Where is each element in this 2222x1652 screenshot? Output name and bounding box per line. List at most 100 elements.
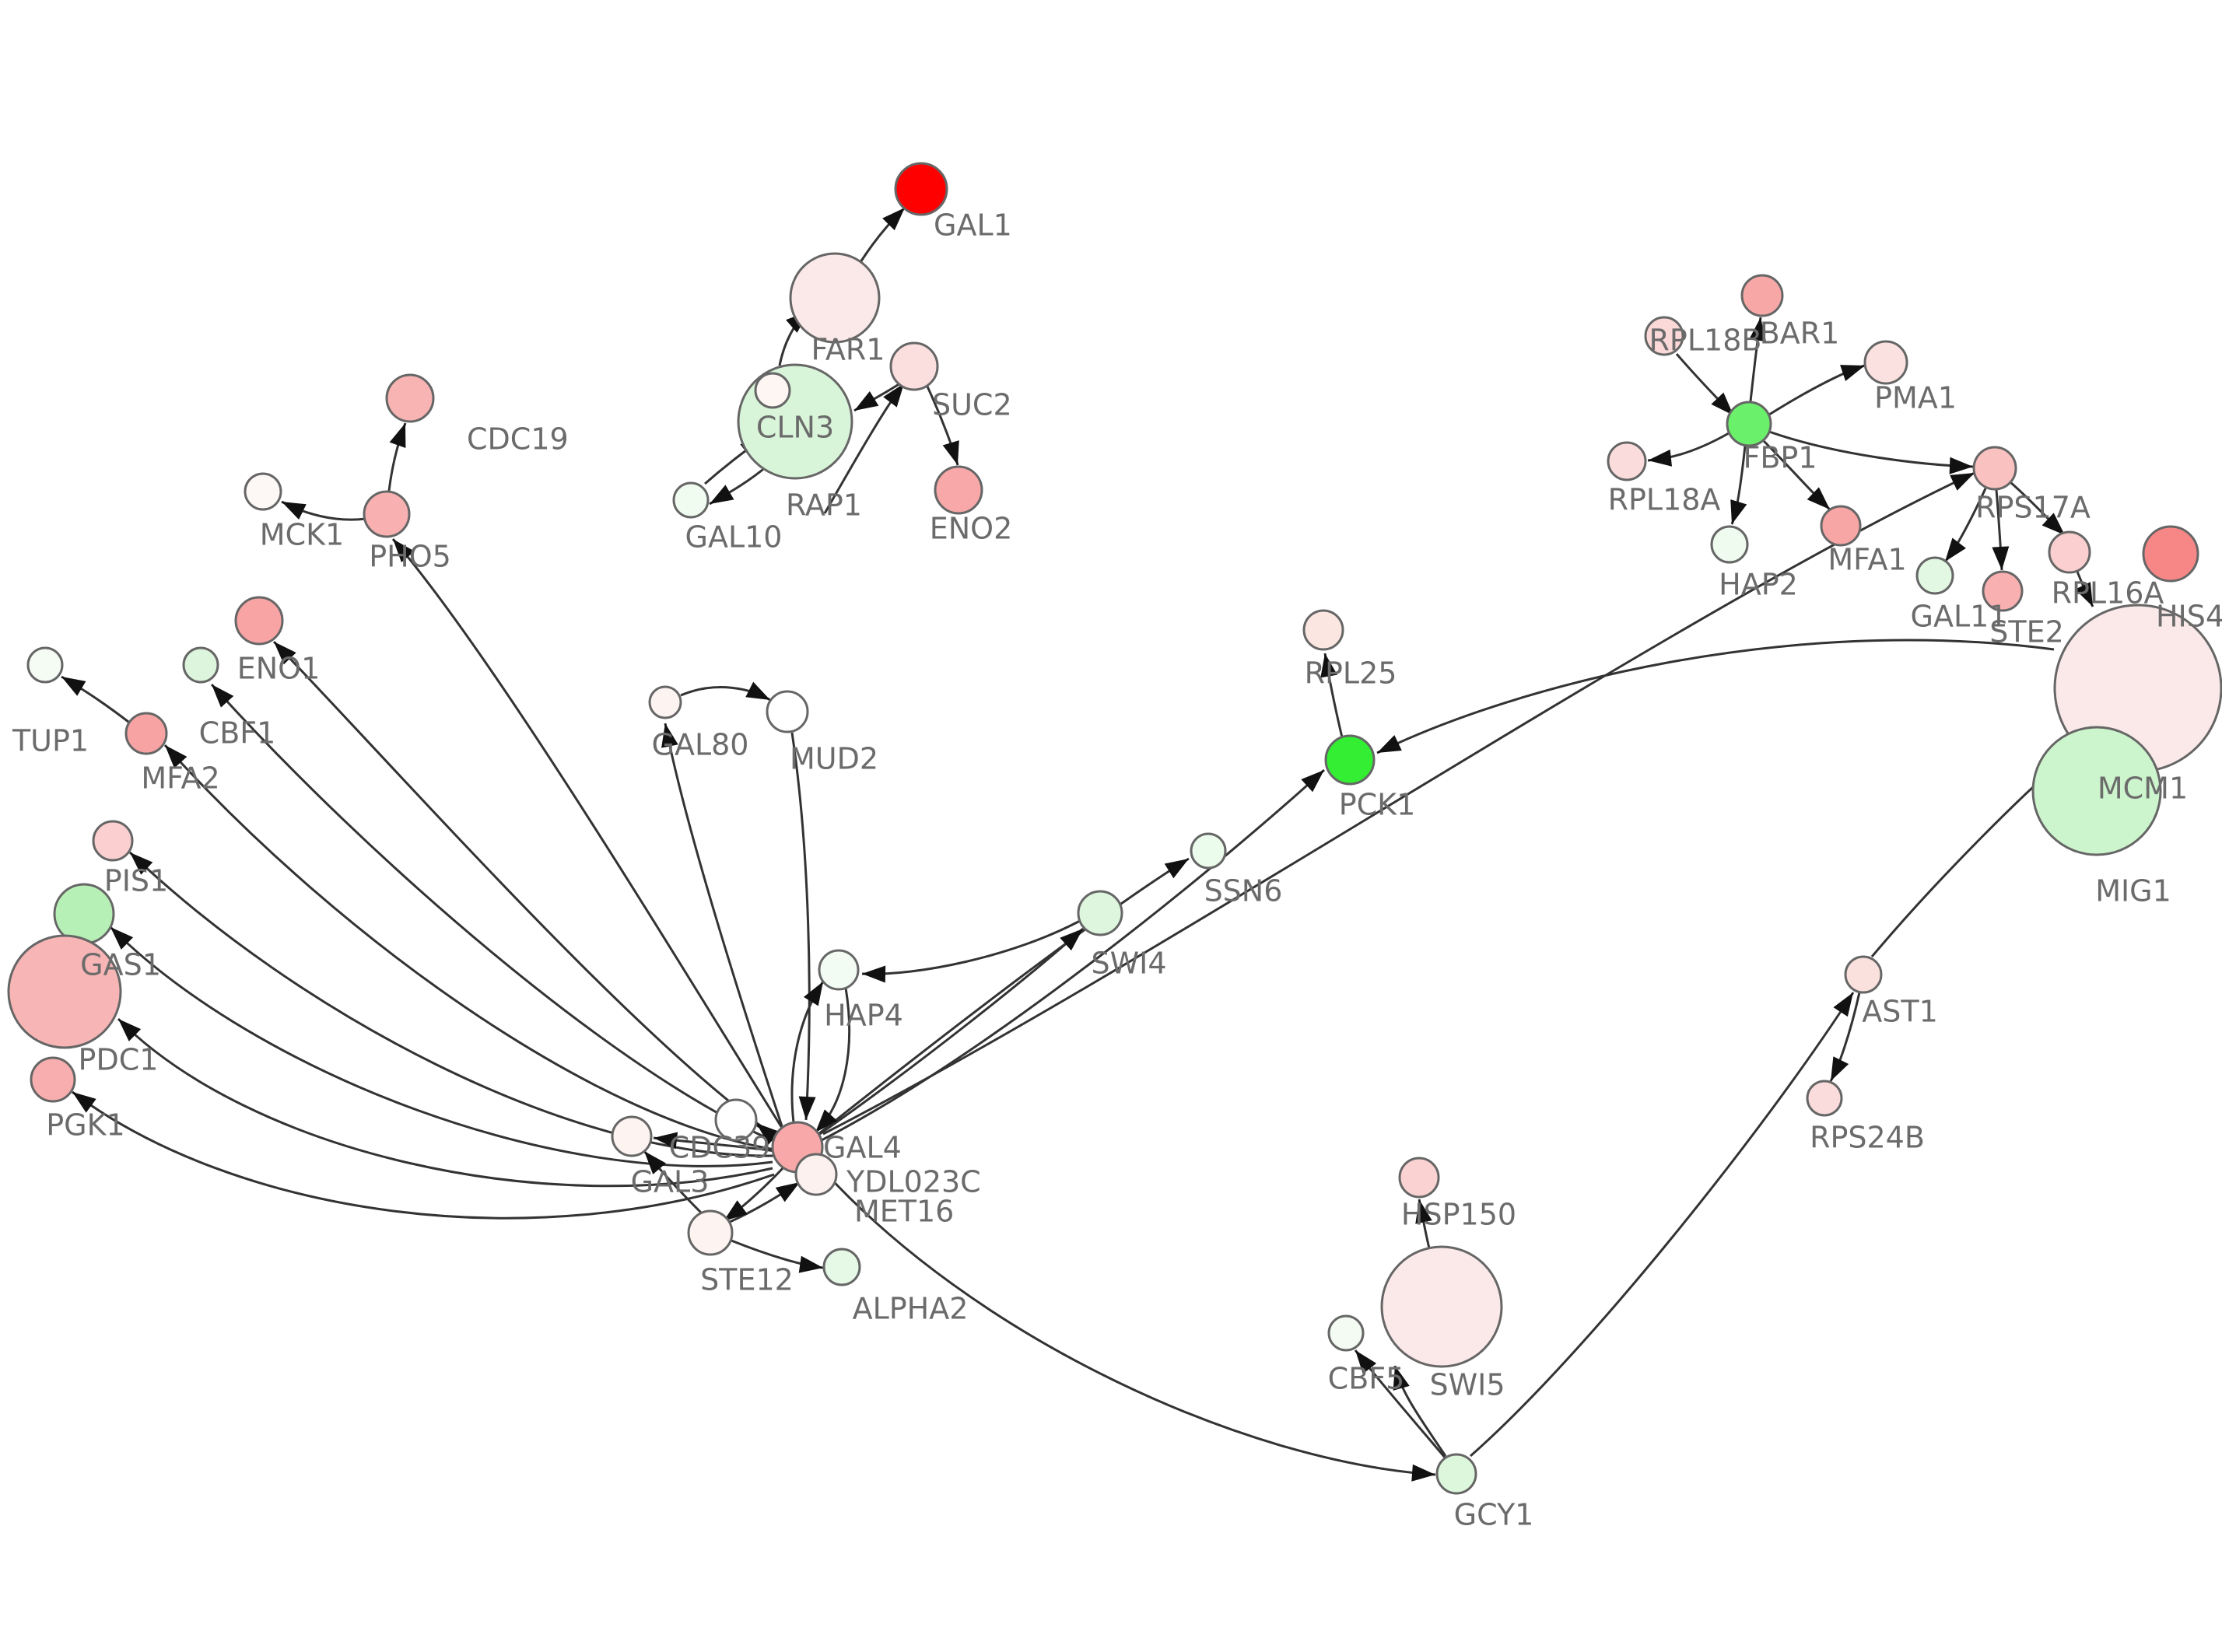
label-gal10: GAL10: [685, 520, 783, 555]
label-swi5: SWI5: [1429, 1368, 1505, 1402]
node-rap1[interactable]: RAP1: [754, 372, 791, 409]
node-mud2[interactable]: MUD2: [766, 690, 809, 733]
node-gcy1[interactable]: GCY1: [1435, 1453, 1477, 1495]
arrowhead-gcy1-cbf5: [1355, 1350, 1377, 1374]
label-rap1: RAP1: [786, 488, 862, 523]
arrowhead-gal4-gal80: [661, 723, 678, 748]
edge-mcm1-to-pck1: [1376, 639, 2055, 754]
arrowhead-gal4-ssn6: [1164, 859, 1189, 879]
node-hap2[interactable]: HAP2: [1710, 525, 1749, 564]
label-ydl023c: YDL023C: [846, 1165, 981, 1199]
label-pis1: PIS1: [104, 864, 168, 898]
node-pgk1[interactable]: PGK1: [30, 1056, 76, 1103]
node-ste2[interactable]: STE2: [1982, 570, 2024, 612]
node-gal80[interactable]: GAL80: [648, 685, 682, 719]
node-mig1[interactable]: MIG1: [2031, 726, 2162, 856]
edge-gal4-to-mfa2: [163, 744, 776, 1151]
arrowhead-rps17a-gal11: [1945, 537, 1966, 562]
node-mfa1[interactable]: MFA1: [1820, 505, 1862, 547]
node-cdc39[interactable]: CDC39: [714, 1098, 758, 1142]
arrowhead-gal4-gal3: [654, 1132, 678, 1150]
node-cbf5[interactable]: CBF5: [1327, 1314, 1365, 1352]
node-ast1[interactable]: AST1: [1844, 955, 1883, 994]
arrowhead-fbp1-pma1: [1840, 365, 1865, 382]
label-mud2: MUD2: [790, 742, 878, 776]
label-mfa1: MFA1: [1828, 543, 1906, 577]
arrowhead-rpl16a-mcm1: [2075, 582, 2093, 607]
label-pgk1: PGK1: [46, 1108, 124, 1143]
node-cdc19[interactable]: CDC19: [385, 373, 435, 423]
node-cbf1[interactable]: CBF1: [182, 646, 219, 684]
arrowhead-gal4-gcy1: [1411, 1464, 1435, 1482]
node-rpl18b[interactable]: RPL18B: [1644, 316, 1684, 356]
label-rps24b: RPS24B: [1810, 1121, 1925, 1155]
arrowhead-gal4-pho5: [393, 539, 415, 563]
node-eno2[interactable]: ENO2: [934, 465, 983, 515]
node-swi5[interactable]: SWI5: [1380, 1245, 1503, 1368]
node-suc2[interactable]: SUC2: [889, 341, 939, 391]
node-bar1[interactable]: BAR1: [1740, 274, 1784, 317]
node-pis1[interactable]: PIS1: [92, 820, 134, 862]
label-gal80: GAL80: [652, 728, 749, 762]
node-hsp150[interactable]: HSP150: [1398, 1157, 1440, 1199]
arrowhead-gal4-pis1: [130, 852, 153, 875]
label-alpha2: ALPHA2: [853, 1292, 969, 1326]
node-rps17a[interactable]: RPS17A: [1972, 446, 2017, 491]
label-hap4: HAP4: [824, 999, 903, 1033]
arrowhead-gal4-pgk1: [72, 1092, 96, 1113]
node-pma1[interactable]: PMA1: [1863, 340, 1908, 385]
arrowhead-suc2-cln3: [854, 390, 879, 411]
node-pck1[interactable]: PCK1: [1324, 734, 1376, 786]
node-ste12[interactable]: STE12: [687, 1209, 734, 1256]
label-bar1: BAR1: [1760, 317, 1840, 351]
nodes-layer[interactable]: GAL1FAR1SUC2CLN3RAP1ENO2GAL10CDC19MCK1PH…: [7, 162, 2222, 1495]
arrowhead-fbp1-hap2: [1730, 499, 1747, 524]
arrowhead-cln3-gal10: [710, 485, 734, 504]
edge-gal4-to-ssn6: [818, 857, 1190, 1136]
edge-gal4-to-pgk1: [72, 1090, 775, 1220]
label-eno1: ENO1: [237, 652, 321, 686]
node-ssn6[interactable]: SSN6: [1190, 832, 1227, 870]
node-gal1[interactable]: GAL1: [894, 162, 948, 216]
node-eno1[interactable]: ENO1: [234, 596, 284, 646]
label-gcy1: GCY1: [1454, 1498, 1534, 1532]
label-gal4: GAL4: [823, 1131, 902, 1165]
node-pho5[interactable]: PHO5: [363, 490, 411, 538]
edge-gal4-to-eno1: [272, 640, 777, 1139]
label-gal3: GAL3: [631, 1165, 710, 1199]
label-mck1: MCK1: [260, 518, 344, 552]
label-ste2: STE2: [1989, 615, 2064, 649]
node-rpl25[interactable]: RPL25: [1302, 609, 1344, 651]
node-his4[interactable]: HIS4: [2142, 525, 2199, 583]
label-ssn6: SSN6: [1204, 874, 1283, 908]
node-ydl023c[interactable]: YDL023C: [794, 1153, 838, 1196]
label-rpl16a: RPL16A: [2052, 576, 2164, 611]
node-tup1[interactable]: TUP1: [26, 646, 64, 684]
label-fbp1: FBP1: [1743, 441, 1817, 475]
label-mfa2: MFA2: [141, 761, 219, 796]
label-met16: MET16: [854, 1195, 954, 1229]
edge-gal4-to-pis1: [128, 851, 774, 1157]
node-rpl16a[interactable]: RPL16A: [2048, 530, 2091, 574]
edge-gcy1-to-ast1: [1470, 992, 1855, 1458]
node-rps24b[interactable]: RPS24B: [1806, 1080, 1843, 1117]
node-rpl18a[interactable]: RPL18A: [1607, 441, 1647, 481]
arrowhead-rap1-suc2: [883, 383, 904, 408]
edge-gal4-to-pck1: [821, 768, 1326, 1142]
node-fbp1[interactable]: FBP1: [1726, 401, 1772, 447]
node-mck1[interactable]: MCK1: [244, 472, 282, 511]
node-gal10[interactable]: GAL10: [672, 481, 710, 519]
label-cln3: CLN3: [756, 411, 834, 445]
node-mfa2[interactable]: MFA2: [124, 712, 168, 755]
node-far1[interactable]: FAR1: [789, 252, 881, 344]
node-swi4[interactable]: SWI4: [1077, 890, 1123, 936]
node-gal3[interactable]: GAL3: [611, 1115, 653, 1157]
node-pdc1[interactable]: PDC1: [7, 934, 122, 1049]
node-gal11[interactable]: GAL11: [1915, 556, 1954, 595]
node-alpha2[interactable]: ALPHA2: [822, 1248, 861, 1286]
arrowhead-ste12-ydl023c: [775, 1182, 800, 1202]
arrowhead-rpl18b-fbp1: [1711, 392, 1733, 415]
node-hap4[interactable]: HAP4: [818, 949, 860, 991]
arrowhead-gal4-cdc39: [756, 1123, 780, 1145]
